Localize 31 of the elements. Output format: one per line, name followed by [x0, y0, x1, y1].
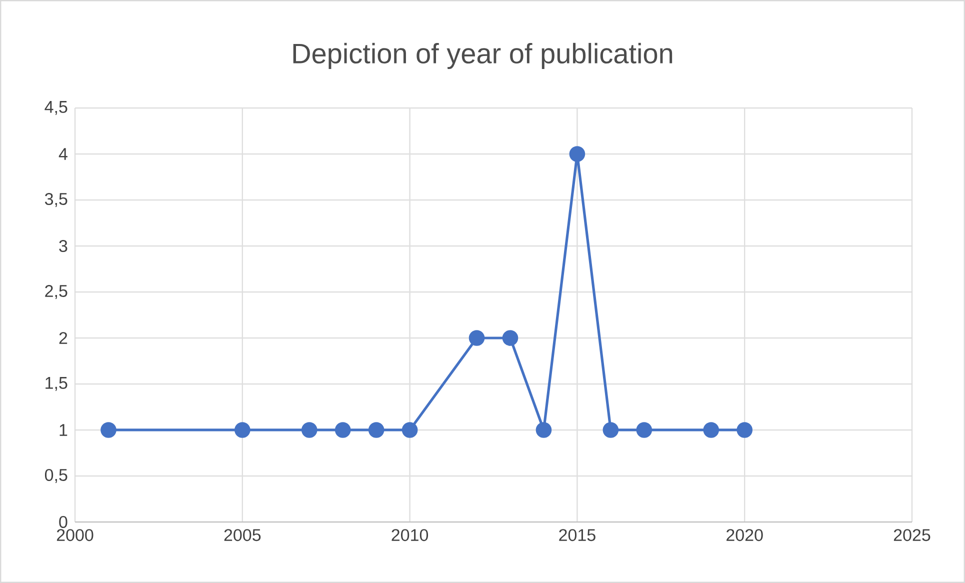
point — [468, 330, 485, 346]
point — [569, 146, 586, 162]
chart-title: Depiction of year of publication — [293, 42, 672, 70]
point — [502, 330, 518, 346]
x-tick-label: 2020 — [726, 529, 763, 542]
y-tick-label: 1 — [60, 424, 68, 436]
y-tick-label: 4,5 — [44, 101, 68, 115]
x-tick-label: 2005 — [224, 529, 261, 542]
y-tick-label: 1,5 — [46, 377, 68, 391]
point — [703, 422, 720, 438]
point — [368, 422, 384, 438]
point — [234, 422, 250, 438]
y-tick-label: 0,5 — [44, 468, 68, 483]
y-tick-label: 2 — [59, 332, 68, 344]
point — [536, 422, 552, 438]
x-tick-label: 2025 — [894, 529, 930, 542]
y-tick-label: 3 — [59, 240, 68, 252]
y-tick-label: 3,5 — [44, 192, 68, 208]
point — [602, 422, 619, 438]
y-tick-label: 2,5 — [45, 284, 68, 300]
point — [402, 422, 418, 438]
point — [334, 422, 351, 438]
point — [736, 422, 753, 438]
point — [636, 422, 652, 438]
point — [100, 422, 116, 438]
point — [301, 422, 318, 438]
x-tick-label: 2000 — [56, 529, 94, 542]
y-tick-label: 4 — [58, 148, 68, 160]
x-tick-label: 2015 — [559, 529, 596, 542]
x-tick-label: 2010 — [392, 529, 428, 542]
y-tick-label: 0 — [59, 516, 68, 528]
